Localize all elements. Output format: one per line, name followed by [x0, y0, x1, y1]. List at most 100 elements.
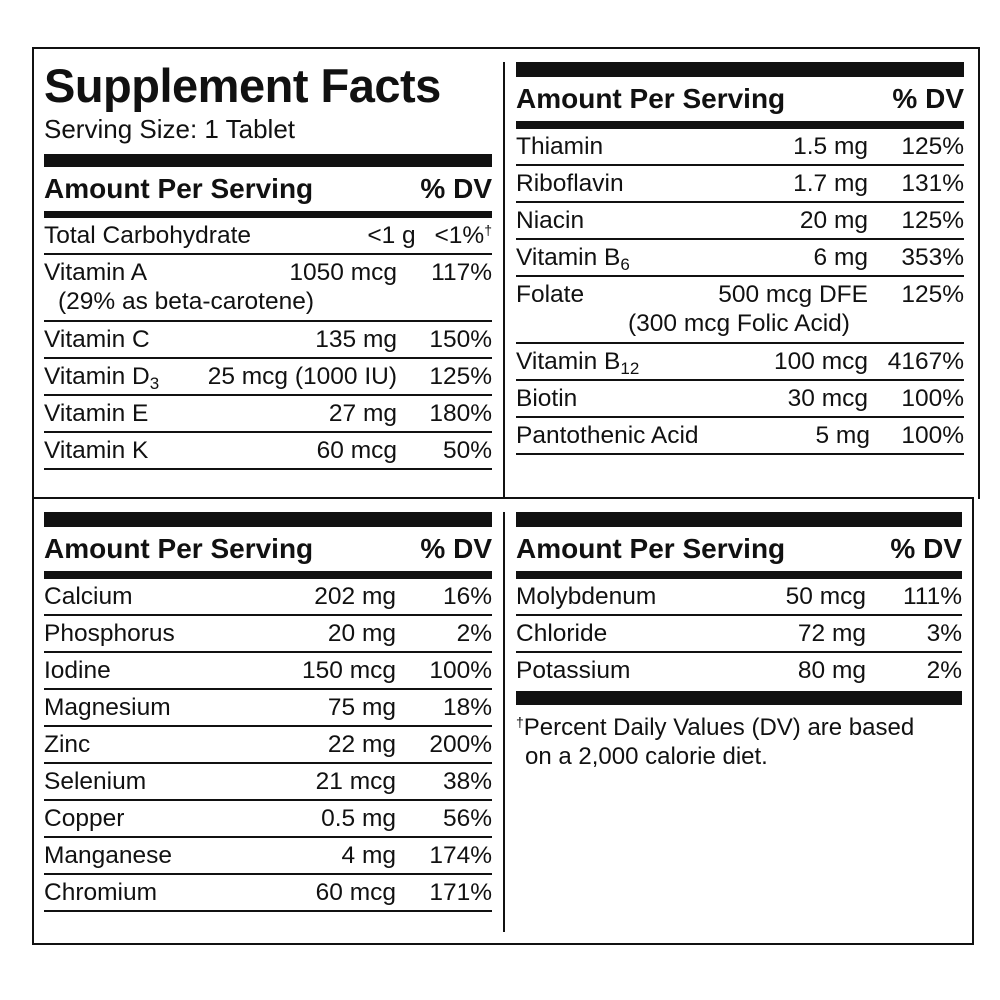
amount-header: Amount Per Serving % DV	[44, 527, 492, 571]
nutrient-row-body: Folate 500 mcg DFE 125% (300 mcg Folic Acid…	[516, 281, 964, 339]
nutrient-row: Selenium 21 mcg 38%	[44, 764, 492, 801]
nutrient-detail: (29% as beta-carotene)	[58, 288, 315, 315]
nutrient-row: Potassium 80 mg 2%	[516, 653, 962, 688]
nutrient-row: Vitamin B6 6 mg 353%	[516, 240, 964, 277]
nutrient-name: Manganese	[44, 842, 173, 869]
nutrient-amount: 6 mg	[813, 244, 868, 271]
nutrient-amount: 75 mg	[327, 694, 396, 721]
nutrient-subscript: 6	[620, 255, 630, 274]
nutrient-dv-cell: 4167%	[868, 348, 964, 376]
nutrient-main-line: Vitamin A 1050 mcg 117%	[44, 259, 492, 287]
nutrient-name: Riboflavin	[516, 170, 624, 197]
nutrient-name-cell: Pantothenic Acid	[516, 422, 699, 450]
nutrient-dv-cell: 111%	[866, 583, 962, 611]
nutrient-dv: 56%	[442, 805, 492, 832]
nutrient-name: Vitamin D	[44, 363, 150, 390]
footnote: †Percent Daily Values (DV) are based on …	[516, 713, 962, 771]
nutrient-name-cell: Chromium	[44, 879, 216, 907]
nutrient-dv: 125%	[901, 133, 964, 160]
nutrient-name: Folate	[516, 281, 585, 308]
amount-header: Amount Per Serving % DV	[516, 77, 964, 121]
nutrient-amount: 20 mg	[799, 207, 868, 234]
medium-bar	[44, 571, 492, 579]
nutrient-dv: 150%	[429, 326, 492, 353]
nutrient-subscript: 3	[149, 374, 160, 393]
nutrient-amount: 0.5 mg	[321, 805, 396, 832]
nutrient-name: Molybdenum	[516, 583, 657, 610]
nutrient-dv: 171%	[429, 879, 492, 906]
nutrient-name-cell: Iodine	[44, 657, 216, 685]
nutrient-dv: 100%	[429, 657, 492, 684]
nutrient-name-cell: Folate	[516, 281, 693, 309]
footnote-line-2: on a 2,000 calorie diet.	[525, 743, 768, 770]
nutrient-amount: 80 mg	[797, 657, 866, 684]
amount-per-serving-label: Amount Per Serving	[516, 533, 786, 564]
nutrient-amount: 500 mcg DFE	[718, 281, 868, 308]
nutrient-name-cell: Manganese	[44, 842, 216, 870]
dv-header-label: % DV	[420, 533, 492, 564]
nutrient-amount: 72 mg	[797, 620, 866, 647]
nutrient-name-cell: Vitamin E	[44, 400, 192, 428]
nutrient-dv: 125%	[901, 207, 964, 234]
nutrient-row: Manganese 4 mg 174%	[44, 838, 492, 875]
nutrient-dv: 353%	[901, 244, 964, 271]
nutrient-name: Magnesium	[44, 694, 171, 721]
nutrient-subscript: 12	[620, 359, 640, 378]
nutrient-name-cell: Phosphorus	[44, 620, 216, 648]
nutrient-name: Vitamin B	[516, 348, 621, 375]
nutrient-dv-cell: 100%	[868, 385, 964, 413]
nutrient-dv: 125%	[901, 281, 964, 308]
nutrient-name-cell: Riboflavin	[516, 170, 693, 198]
serving-size: Serving Size: 1 Tablet	[44, 114, 295, 144]
nutrient-row: Niacin 20 mg 125%	[516, 203, 964, 240]
nutrient-name-cell: Vitamin B12	[516, 348, 693, 378]
nutrient-name: Thiamin	[516, 133, 604, 160]
nutrient-name: Zinc	[44, 731, 91, 758]
nutrient-dv-cell: 353%	[868, 244, 964, 272]
nutrient-row: Vitamin C 135 mg 150%	[44, 322, 492, 359]
nutrient-name-cell: Niacin	[516, 207, 693, 235]
nutrient-amount: 60 mcg	[315, 879, 396, 906]
nutrient-name: Vitamin B	[516, 244, 621, 271]
nutrient-dv: <1%	[434, 222, 485, 249]
nutrient-dv: 2%	[926, 657, 962, 684]
nutrient-amount: 4 mg	[341, 842, 396, 869]
nutrient-dv: 131%	[901, 170, 964, 197]
amount-per-serving-label: Amount Per Serving	[516, 83, 786, 114]
top-panel-frame	[32, 47, 980, 499]
nutrient-dv: 174%	[429, 842, 492, 869]
nutrient-dv-cell: 18%	[396, 694, 492, 722]
dv-header-label: % DV	[892, 83, 964, 114]
nutrient-row: Biotin 30 mcg 100%	[516, 381, 964, 418]
nutrient-detail: (300 mcg Folic Acid)	[628, 310, 850, 337]
amount-per-serving-label: Amount Per Serving	[44, 173, 314, 204]
nutrient-name-cell: Vitamin B6	[516, 244, 693, 274]
thick-bar	[516, 62, 964, 77]
thick-bar	[516, 512, 962, 527]
amount-per-serving-label: Amount Per Serving	[44, 533, 314, 564]
nutrient-amount: 1050 mcg	[289, 259, 397, 286]
nutrient-name: Chromium	[44, 879, 157, 906]
nutrient-dv-cell: 2%	[866, 657, 962, 685]
nutrient-row: Vitamin E 27 mg 180%	[44, 396, 492, 433]
nutrient-amount: 60 mcg	[316, 437, 397, 464]
nutrient-row: Vitamin K 60 mcg 50%	[44, 433, 492, 470]
thick-bar	[516, 691, 962, 705]
bottom-divider	[503, 512, 505, 932]
nutrient-dv-cell: 125%	[868, 133, 964, 161]
nutrient-dv: 100%	[901, 422, 964, 449]
footnote-text: Percent Daily Values (DV) are based	[523, 714, 915, 741]
page-title: Supplement Facts	[44, 59, 441, 112]
nutrient-dv: 125%	[429, 363, 492, 390]
nutrient-amount: 22 mg	[327, 731, 396, 758]
nutrient-row: Molybdenum 50 mcg 111%	[516, 579, 962, 616]
nutrient-name: Copper	[44, 805, 125, 832]
nutrient-row: Vitamin D3 25 mcg (1000 IU) 125%	[44, 359, 492, 396]
nutrient-row: Pantothenic Acid 5 mg 100%	[516, 418, 964, 455]
nutrient-name-cell: Zinc	[44, 731, 216, 759]
nutrient-dv-cell: 150%	[397, 326, 492, 354]
nutrient-amount: 1.7 mg	[793, 170, 868, 197]
nutrient-dv-cell: 125%	[868, 281, 964, 309]
nutrient-list: Calcium 202 mg 16% Phosphorus 20 mg 2% Iodine 1…	[44, 579, 492, 912]
nutrient-name-cell: Magnesium	[44, 694, 216, 722]
